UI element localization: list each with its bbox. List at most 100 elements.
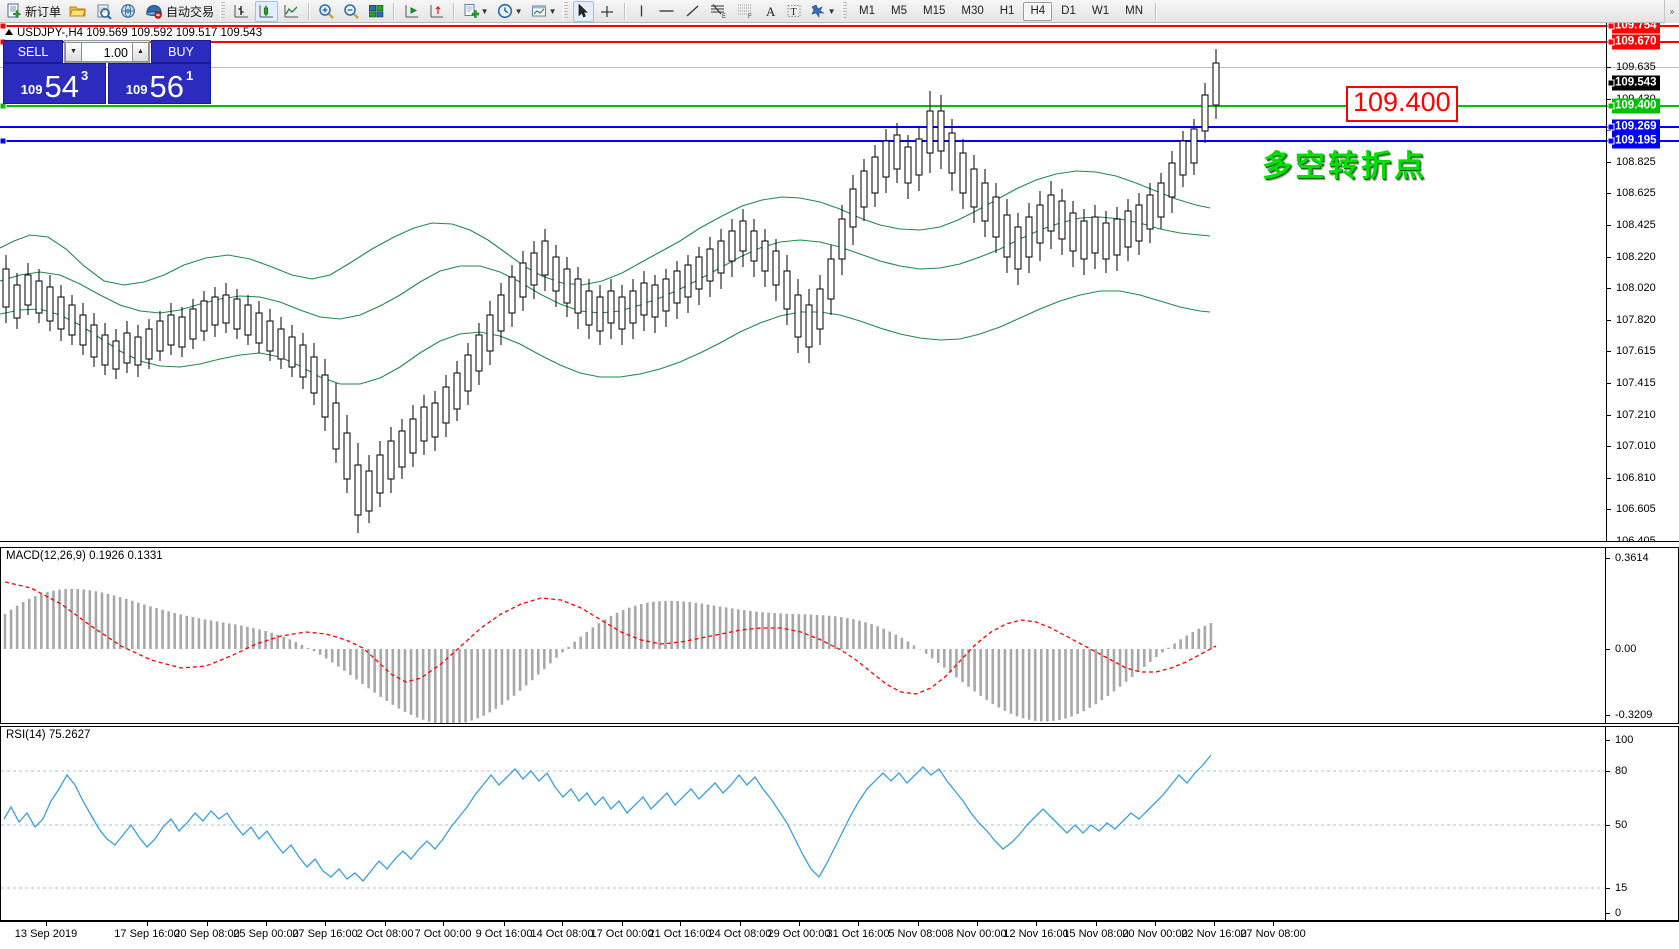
candlestick-chart-button[interactable] <box>255 0 279 22</box>
timeframe-button-mn[interactable]: MN <box>1125 5 1143 17</box>
globe-icon <box>120 3 137 19</box>
folder-button[interactable] <box>66 1 90 22</box>
buy-button-label[interactable]: BUY <box>151 40 211 63</box>
price-tick-label: 107.615 <box>1616 345 1656 358</box>
timeframe-button-h4[interactable]: H4 <box>1023 1 1053 21</box>
macd-label: MACD(12,26,9) 0.1926 0.1331 <box>6 550 163 562</box>
price-level-badge-support-level[interactable]: 109.269 <box>1612 119 1660 135</box>
bar-chart-button[interactable] <box>230 1 253 22</box>
price-pane[interactable]: USDJPY-,H4 109.569 109.592 109.517 109.5… <box>0 23 1679 542</box>
text-button[interactable]: A <box>760 1 781 22</box>
price-level-badge-stop-level[interactable]: 109.195 <box>1612 133 1660 149</box>
price-axis[interactable]: 109.635109.430109.030108.825108.625108.4… <box>1606 23 1679 541</box>
vline-icon <box>634 3 649 19</box>
time-axis[interactable]: 13 Sep 2019 17 Sep 16:00 20 Sep 08:00 25 Se… <box>0 921 1679 949</box>
price-level-handle-stop-level[interactable] <box>1607 137 1615 145</box>
chart-collapse-arrow[interactable] <box>5 29 13 35</box>
chart-annotation-text[interactable]: 多空转折点 <box>1262 149 1427 184</box>
macd-plot[interactable] <box>1 548 1607 723</box>
svg-text:E: E <box>722 14 726 19</box>
sell-price-prefix: 109 <box>20 82 43 97</box>
price-level-handle-entry-level[interactable] <box>1607 102 1615 110</box>
timeframe-button-d1[interactable]: D1 <box>1061 5 1076 17</box>
chart-shift-button[interactable] <box>400 1 423 22</box>
toolbar-separator-2 <box>393 2 396 20</box>
volume-increment-button[interactable]: ▲ <box>132 41 149 62</box>
cursor-button[interactable] <box>573 0 595 22</box>
timeframe-button-h1[interactable]: H1 <box>999 5 1015 17</box>
rsi-tick-label: 15 <box>1615 882 1628 894</box>
fibo-button[interactable]: E <box>706 1 731 22</box>
buy-price-button[interactable]: 109 56 1 <box>108 63 211 104</box>
line-chart-button[interactable] <box>280 1 303 22</box>
tile-windows-button[interactable] <box>365 1 388 22</box>
timeframe-button-w1[interactable]: W1 <box>1091 5 1110 17</box>
indicators-button[interactable]: ▼ <box>460 1 492 22</box>
crosshair-button[interactable] <box>596 1 619 22</box>
price-level-box[interactable]: 109.400 <box>1346 86 1458 122</box>
auto-scroll-button[interactable] <box>425 1 448 22</box>
horizontal-line-button[interactable] <box>654 1 679 22</box>
sell-price-button[interactable]: 109 54 3 <box>3 63 106 104</box>
rsi-pane[interactable]: RSI(14) 75.2627 100 80 50 15 0 <box>0 726 1679 921</box>
tp-line <box>0 41 1679 43</box>
price-level-badge-current-price[interactable]: 109.543 <box>1612 75 1660 91</box>
price-level-handle-ask-line[interactable] <box>1607 23 1615 30</box>
trendline-button[interactable] <box>681 1 704 22</box>
zoom-out-button[interactable] <box>340 1 363 22</box>
templates-button[interactable]: ▼ <box>528 1 560 22</box>
text-label-button[interactable]: T <box>783 1 805 22</box>
macd-tick-label: 0.3614 <box>1615 552 1649 564</box>
time-tick-mark <box>858 922 859 926</box>
chevron-down-icon[interactable]: ▼ <box>480 6 489 16</box>
price-tick-mark <box>1607 351 1611 353</box>
stop-line-handle[interactable] <box>0 137 7 145</box>
rsi-axis[interactable]: 100 80 50 15 0 <box>1605 727 1678 920</box>
time-tick-mark <box>1096 922 1097 926</box>
sell-button-label[interactable]: SELL <box>3 40 63 63</box>
price-level-handle-current-price[interactable] <box>1607 79 1615 87</box>
chevron-down-icon-2[interactable]: ▼ <box>514 6 523 16</box>
toolbar-grip[interactable] <box>220 2 226 20</box>
autotrade-label: 自动交易 <box>166 4 215 19</box>
print-preview-button[interactable] <box>92 1 115 22</box>
macd-axis[interactable]: 0.3614 0.00 -0.3209 <box>1605 548 1678 723</box>
period-button[interactable]: ▼ <box>494 1 526 22</box>
rsi-plot[interactable] <box>1 727 1607 920</box>
timeframe-button-m15[interactable]: M15 <box>923 5 946 17</box>
timeframe-button-m30[interactable]: M30 <box>961 5 984 17</box>
zoom-in-button[interactable] <box>315 1 338 22</box>
toolbar-grip-2[interactable] <box>563 2 569 20</box>
volume-value[interactable]: 1.00 <box>82 41 132 62</box>
time-axis-label: 7 Oct 00:00 <box>414 928 472 940</box>
macd-pane[interactable]: MACD(12,26,9) 0.1926 0.1331 0.3614 0.00 -0… <box>0 547 1679 724</box>
fibo-fan-button[interactable]: F <box>733 1 758 22</box>
templates-icon <box>531 3 548 19</box>
one-click-trading-panel[interactable]: SELL ▼ 1.00 ▲ BUY 109 54 3 109 56 1 <box>3 40 211 104</box>
toolbar-overflow-button[interactable]: » <box>1664 0 1679 23</box>
folder-icon <box>69 3 87 19</box>
globe-button[interactable] <box>117 1 140 22</box>
timeframe-button-m5[interactable]: M5 <box>891 5 907 17</box>
price-level-handle-support-level[interactable] <box>1607 123 1615 131</box>
timeframe-button-m1[interactable]: M1 <box>859 5 876 17</box>
autotrade-button[interactable]: 自动交易 <box>142 1 217 22</box>
shapes-button[interactable]: ▼ <box>807 1 839 22</box>
price-level-handle-take-profit[interactable] <box>1607 38 1615 46</box>
vertical-line-button[interactable] <box>631 1 652 22</box>
chevron-down-icon-4[interactable]: ▼ <box>827 6 836 16</box>
price-level-badge-entry-level[interactable]: 109.400 <box>1612 98 1660 114</box>
svg-text:A: A <box>766 4 776 19</box>
price-plot[interactable] <box>0 23 1606 541</box>
toolbar-grip-3[interactable] <box>842 2 848 20</box>
chevron-down-icon-3[interactable]: ▼ <box>548 6 557 16</box>
ask-line-handle[interactable] <box>0 23 7 30</box>
macd-tick-mark <box>1606 715 1610 716</box>
volume-decrement-button[interactable]: ▼ <box>65 41 82 62</box>
price-level-badge-take-profit[interactable]: 109.670 <box>1612 34 1660 50</box>
new-order-button[interactable]: 新订单 <box>3 1 64 22</box>
price-level-badge-ask-line[interactable]: 109.754 <box>1612 23 1660 34</box>
text-label-icon: T <box>786 3 802 19</box>
chart-area[interactable]: USDJPY-,H4 109.569 109.592 109.517 109.5… <box>0 23 1679 949</box>
volume-field[interactable]: ▼ 1.00 ▲ <box>64 40 150 63</box>
